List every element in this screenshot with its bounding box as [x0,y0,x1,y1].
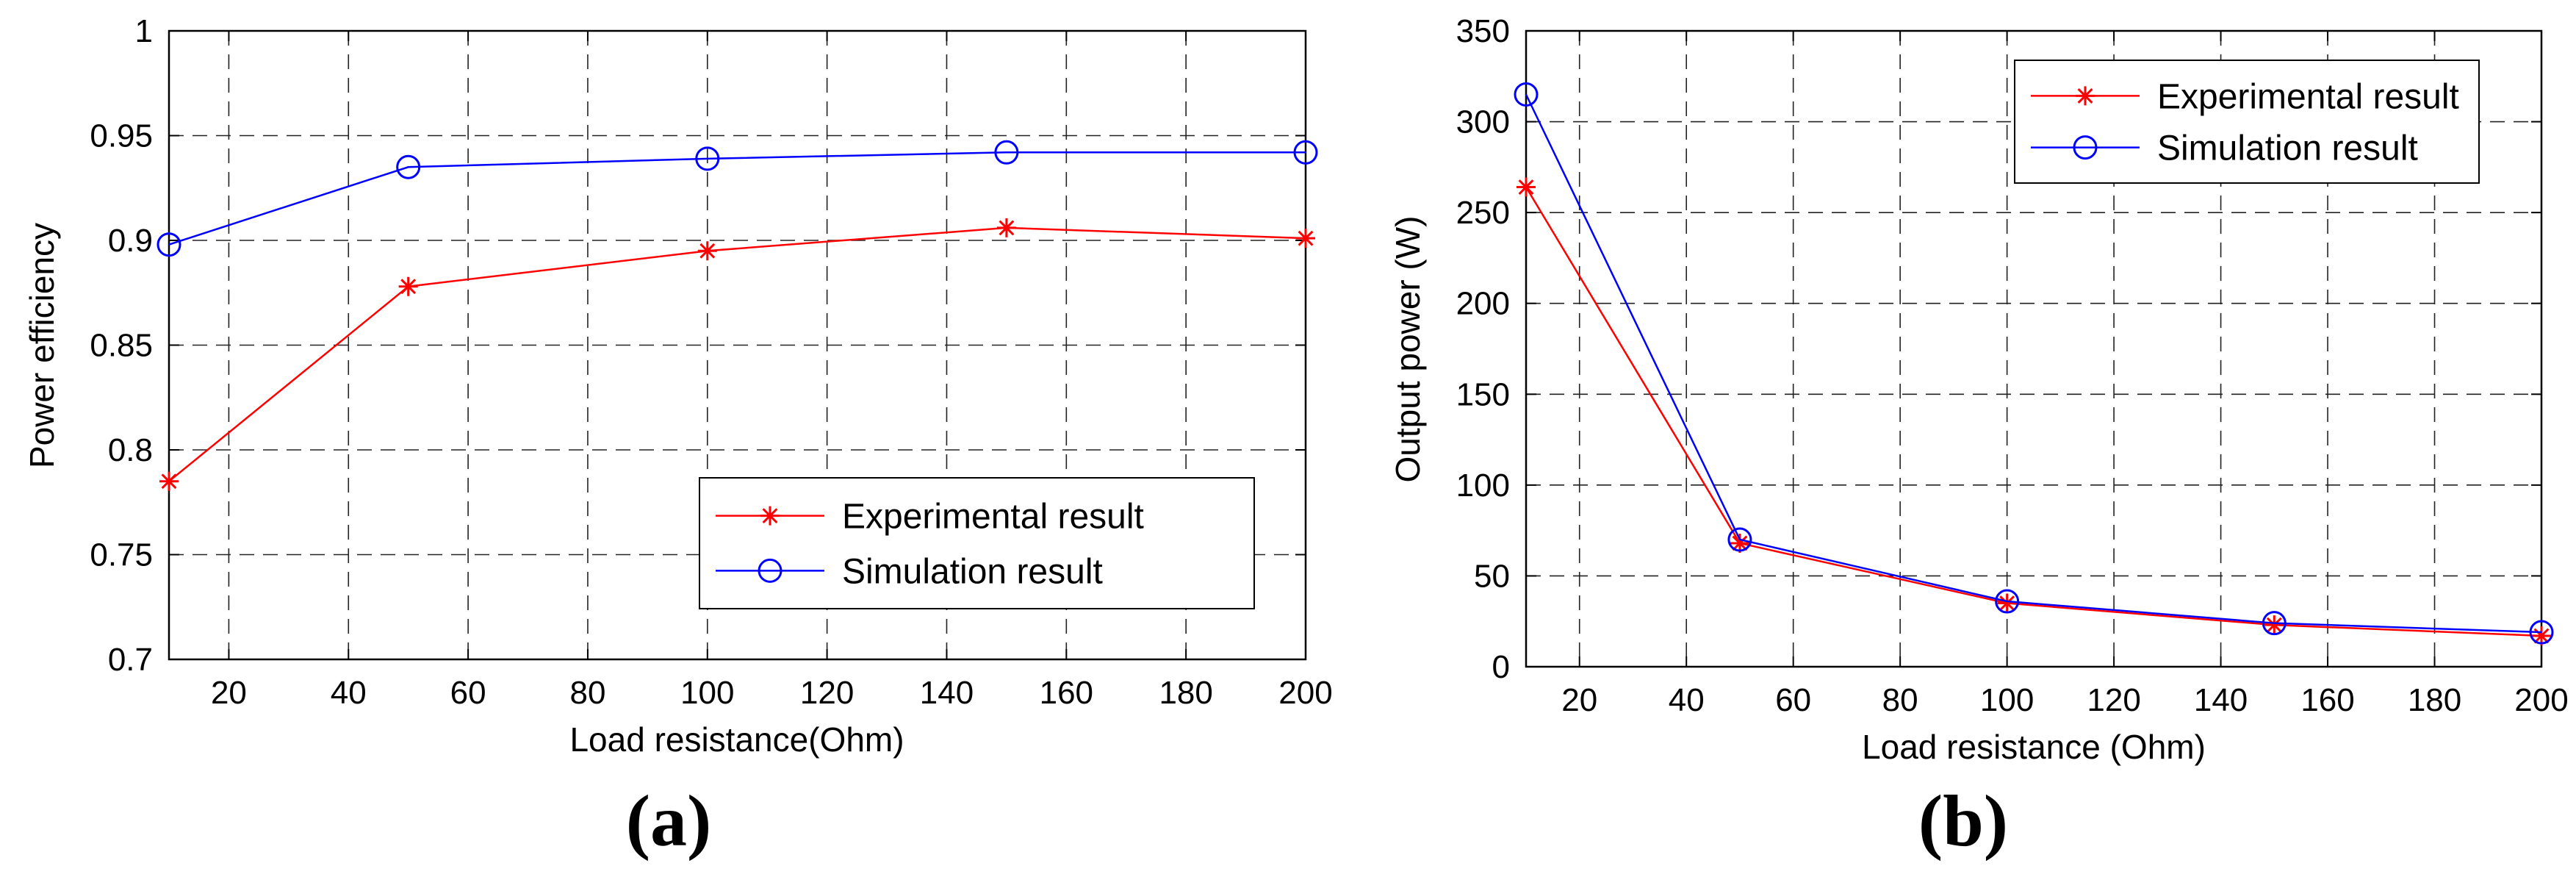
series-line [1525,93,2542,634]
x-tick-label: 100 [1980,682,2034,718]
series-experimental-b [1517,177,2551,645]
x-tick-label: 100 [680,675,734,711]
legend-box [2014,60,2480,184]
legend-entry: Simulation result [2031,129,2418,168]
data-point-star [697,241,717,261]
y-tick-label: 0.8 [108,432,153,468]
y-tick-label: 0 [1492,649,1510,685]
data-point-star [2264,615,2284,635]
x-tick-label: 20 [1561,682,1597,718]
y-tick-label: 100 [1456,468,1510,504]
x-tick-label: 60 [450,675,486,711]
legend-star-marker [2076,86,2095,106]
y-tick-label: 150 [1456,376,1510,412]
x-tick-label: 20 [211,675,247,711]
y-tick-label: 0.9 [108,223,153,259]
data-point-circle [396,154,421,179]
data-point-circle [156,232,181,257]
y-tick-label: 250 [1456,195,1510,231]
y-tick-label: 350 [1456,13,1510,49]
y-tick-label: 0.75 [90,537,153,573]
x-tick-label: 40 [331,675,367,711]
x-tick-label: 200 [1278,675,1332,711]
legend-entry: Simulation result [716,552,1103,591]
data-point-star [1997,593,2017,613]
legend-a: Experimental result Simulation result [699,477,1255,609]
x-tick-label: 80 [1882,682,1918,718]
data-point-star [1730,533,1749,553]
y-tick-label: 0.95 [90,118,153,154]
legend-label: Simulation result [2157,129,2418,168]
chart-a: 20 40 60 80 100 120 140 160 180 200 0.7 0.75 0.8 0.85… [23,13,1333,862]
legend-label: Experimental result [2157,77,2459,116]
legend-circle-marker [758,558,782,583]
x-tick-label: 200 [2514,682,2568,718]
x-tick-label: 80 [569,675,605,711]
data-point-circle [1514,82,1539,107]
y-tick-label: 50 [1474,558,1510,594]
data-point-circle [1995,589,2020,614]
x-tick-label: 120 [800,675,854,711]
legend-label: Simulation result [842,552,1103,591]
y-tick-label: 200 [1456,286,1510,322]
x-tick-label: 160 [2300,682,2354,718]
y-tick-label: 0.7 [108,642,153,678]
legend-box [699,477,1255,609]
series-experimental-a [159,218,1315,491]
legend-circle-marker [2073,135,2098,160]
data-point-circle [2529,620,2554,645]
legend-star-marker [760,506,780,526]
data-point-circle [2262,611,2287,636]
data-point-star [996,218,1016,237]
y-axis-label: Power efficiency [23,223,61,468]
panel-label-b: (b) [1918,780,2008,862]
data-point-star [398,276,418,296]
x-tick-label: 120 [2087,682,2140,718]
x-axis-label: Load resistance (Ohm) [1862,728,2206,766]
data-point-star [2532,626,2551,645]
data-point-circle [695,146,720,171]
legend-entry: Experimental result [2031,77,2459,116]
data-point-star [1517,177,1536,197]
x-tick-label: 140 [2194,682,2248,718]
legend-label: Experimental result [842,498,1144,537]
x-tick-label: 180 [1159,675,1212,711]
axes-frame-b [1525,29,2543,668]
x-tick-label: 160 [1040,675,1093,711]
y-tick-label: 1 [135,13,153,49]
x-tick-label: 40 [1669,682,1705,718]
data-point-star [159,471,179,491]
x-tick-label: 60 [1775,682,1811,718]
y-tick-label: 0.85 [90,328,153,364]
legend-entry: Experimental result [716,498,1144,537]
chart-b: 20 40 60 80 100 120 140 160 180 200 0 50 100 150 200 25… [1389,13,2569,862]
data-point-circle [994,140,1019,165]
y-tick-label: 300 [1456,104,1510,140]
data-point-star [1296,229,1315,248]
series-line [168,151,1306,246]
series-simulation-a [156,140,1318,257]
data-point-circle [1293,140,1318,165]
x-tick-label: 140 [920,675,974,711]
series-simulation-b [1514,82,2554,645]
legend-b: Experimental result Simulation result [2014,60,2480,184]
panel-label-a: (a) [626,780,712,862]
x-tick-label: 180 [2408,682,2461,718]
data-point-circle [1727,527,1752,552]
y-axis-label: Output power (W) [1389,216,1427,483]
x-axis-label: Load resistance(Ohm) [569,720,904,759]
